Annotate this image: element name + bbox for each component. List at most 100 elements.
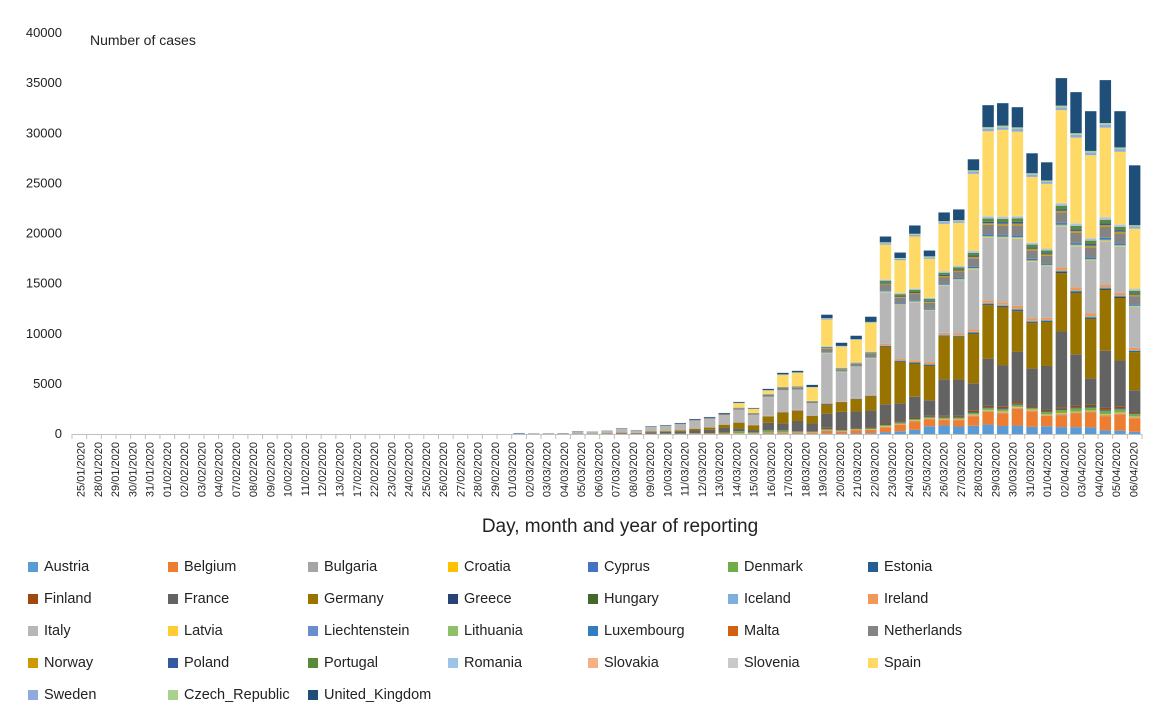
legend-item-italy: Italy [28,621,71,641]
x-tick-label: 22/02/2020 [369,442,381,497]
legend-label: Italy [44,623,71,639]
legend-label: United_Kingdom [324,687,432,703]
bar-segment-france [821,413,833,428]
bar-segment-ireland [1011,305,1024,309]
bar-segment-spain [982,131,994,217]
bar-segment-greece [923,365,936,366]
legend-item-finland: Finland [28,589,92,609]
bar-segment-austria [1055,427,1068,434]
x-tick-label: 31/03/2020 [1025,442,1037,497]
bar-segment-belgium [791,432,804,434]
legend-item-croatia: Croatia [448,557,511,577]
x-tick-label: 25/02/2020 [421,442,433,497]
legend-swatch [448,594,458,604]
bar-segment-lithuania [1128,305,1141,307]
bar-segment-united-kingdom [747,407,760,409]
bar-segment-czech-republic [1055,105,1068,108]
bar-segment-germany [938,336,950,380]
bar-segment-germany [953,336,965,380]
bar-segment-luxembourg [821,352,833,353]
bar-segment-slovenia [1114,224,1126,225]
bar-segment-czech-republic [894,257,906,259]
bar-segment-greece [1026,322,1038,324]
bar-segment-bulgaria [923,418,936,420]
legend-label: Finland [44,591,92,607]
bar-segment-netherlands [1084,247,1097,258]
bar-segment-united-kingdom [835,342,848,346]
bar-segment-italy [630,430,643,433]
bar-segment-ireland [879,343,892,346]
bar-segment-netherlands [909,294,921,301]
legend-swatch [588,562,598,572]
bar-segment-bulgaria [909,420,921,422]
bar-segment-slovenia [1041,248,1053,249]
legend-item-hungary: Hungary [588,589,659,609]
bar-segment-united-kingdom [1099,80,1112,124]
bar-segment-italy [1070,246,1082,288]
bar-segment-bulgaria [1011,407,1024,409]
bar-segment-lithuania [1070,244,1082,246]
legend-swatch [308,690,318,700]
bar-segment-netherlands [703,417,716,419]
x-tick-label: 18/03/2020 [800,442,812,497]
bar-segment-germany [1041,321,1053,366]
bar-segment-lithuania [1114,245,1126,246]
bar-segment-spain [1084,155,1097,238]
bar-segment-netherlands [718,413,730,416]
bar-segment-spain [762,390,774,394]
bar-segment-united-kingdom [791,370,804,373]
bar-segment-romania [879,279,892,281]
bar-segment-belgium [953,420,965,427]
bar-segment-romania [982,216,994,219]
legend-label: Poland [184,655,230,671]
bar-segment-italy [777,390,789,412]
legend-swatch [868,594,878,604]
bar-segment-finland [1070,405,1082,408]
y-axis: 0 5000 10000 15000 20000 25000 30000 35000 40000 [26,25,62,441]
bar-segment-netherlands [850,363,862,367]
bar-segment-bulgaria [894,424,906,425]
bar-segment-united-kingdom [733,401,745,403]
bar-segment-finland [1026,405,1038,407]
bar-segment-netherlands [689,419,701,421]
bar-segment-denmark [1114,409,1126,412]
legend-swatch [448,562,458,572]
bar-segment-ireland [821,402,833,404]
bar-segment-finland [909,417,921,419]
bar-segment-austria [1011,425,1024,434]
bar-segment-italy [879,292,892,344]
bar-segment-netherlands [777,387,789,391]
bar-segment-bulgaria [1114,413,1126,415]
bar-segment-poland [879,282,892,284]
bar-segment-denmark [982,408,994,410]
bar-segment-finland [982,405,994,408]
bar-segment-portugal [850,362,862,364]
bar-segment-czech-republic [997,125,1009,128]
bar-segment-hungary [1041,320,1053,322]
bar-segment-finland [938,415,950,417]
bar-segment-luxembourg [1011,235,1024,238]
bar-segment-united-kingdom [1128,165,1141,226]
x-tick-label: 29/03/2020 [990,442,1002,497]
bar-segment-hungary [1128,350,1141,352]
bar-segment-italy [938,285,950,333]
bar-segment-italy [1084,260,1097,314]
legend-swatch [728,562,738,572]
bar-segment-united-kingdom [938,212,950,222]
bar-segment-latvia [1041,265,1053,267]
bar-segment-ireland [1114,292,1126,296]
x-tick-label: 16/03/2020 [766,442,778,497]
x-tick-label: 01/04/2020 [1042,442,1054,497]
bar-segment-croatia [894,423,906,425]
bar-segment-united-kingdom [777,372,789,375]
bar-segment-sweden [1084,152,1097,156]
bar-segment-latvia [1026,261,1038,262]
x-tick-label: 11/02/2020 [300,442,312,496]
bar-segment-netherlands [821,348,833,353]
bar-segment-hungary [1070,291,1082,292]
bar-segment-denmark [909,419,921,421]
bar-segment-austria [953,426,965,434]
bar-segment-france [894,403,906,422]
bar-segment-bulgaria [1041,415,1053,416]
x-tick-label: 27/03/2020 [956,442,968,497]
